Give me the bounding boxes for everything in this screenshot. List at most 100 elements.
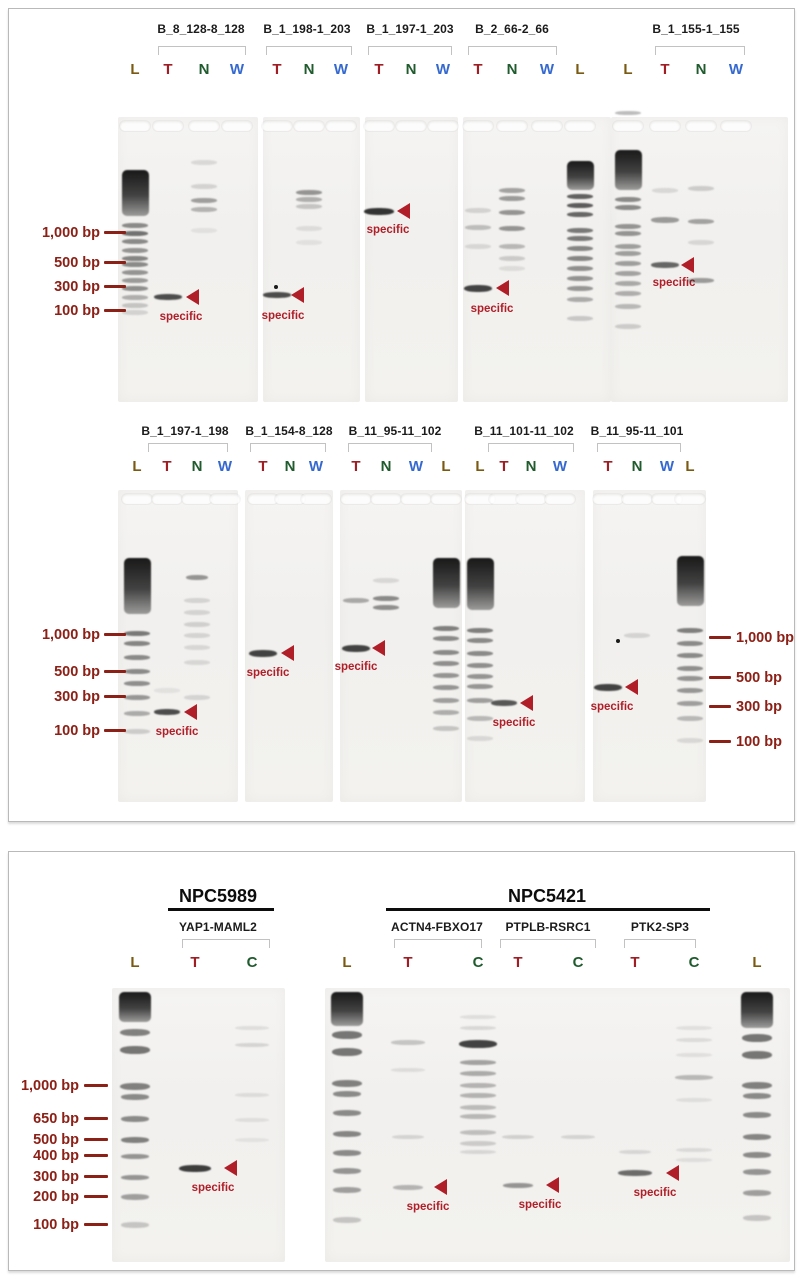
ladder-smear <box>121 170 149 216</box>
lane-label-N: N <box>380 458 392 475</box>
dna-band <box>677 627 703 633</box>
dna-band <box>122 261 148 267</box>
dna-band <box>191 227 217 233</box>
dna-band <box>191 183 217 189</box>
lane-group-bracket <box>500 939 596 948</box>
bp-marker-tick <box>104 285 126 288</box>
gel-well <box>565 121 595 131</box>
dna-band <box>467 627 493 633</box>
dna-band <box>122 222 148 228</box>
lane-label-C: C <box>572 954 584 971</box>
ladder-smear <box>741 992 773 1028</box>
dna-band <box>567 255 593 261</box>
lane-label-N: N <box>198 61 210 78</box>
lane-label-T: T <box>190 954 200 971</box>
dna-band <box>615 323 641 329</box>
lane-label-T: T <box>163 61 173 78</box>
bp-marker-tick <box>84 1175 108 1178</box>
primer-pair-label: B_2_66-2_66 <box>475 22 549 36</box>
sample-title-underline <box>386 908 710 911</box>
gel-well <box>613 121 643 131</box>
specific-arrowhead-icon <box>520 695 533 711</box>
dna-band <box>154 294 182 300</box>
specific-label: specific <box>159 311 203 323</box>
dna-band <box>433 635 459 641</box>
dna-band <box>296 225 322 231</box>
dna-band <box>296 189 322 195</box>
gel-image <box>465 490 585 802</box>
gel-well <box>396 121 426 131</box>
dna-band <box>615 230 641 236</box>
gel-well <box>364 121 394 131</box>
bp-marker-tick <box>84 1223 108 1226</box>
dna-band <box>615 111 641 115</box>
lane-label-T: T <box>403 954 413 971</box>
dna-band <box>433 709 459 715</box>
dna-band <box>567 202 593 208</box>
dna-band <box>567 245 593 251</box>
lane-label-T: T <box>473 61 483 78</box>
dna-band <box>615 223 641 229</box>
dna-band <box>120 1046 150 1054</box>
lane-label-T: T <box>660 61 670 78</box>
dna-band <box>460 1140 496 1146</box>
lane-label-W: W <box>333 61 349 78</box>
lane-label-T: T <box>351 458 361 475</box>
specific-label: specific <box>261 310 305 322</box>
dna-band <box>184 632 210 638</box>
gel-well <box>301 494 331 504</box>
dna-band <box>677 700 703 706</box>
dna-band <box>676 1038 712 1042</box>
sample-title: NPC5989 <box>178 886 258 906</box>
dna-band <box>499 265 525 271</box>
dna-band <box>652 187 678 193</box>
dna-band <box>499 255 525 261</box>
bp-marker-tick <box>84 1138 108 1141</box>
dna-band <box>391 1039 425 1045</box>
sample-title: NPC5421 <box>507 886 587 906</box>
dna-band <box>249 649 277 657</box>
dna-band <box>121 1222 149 1228</box>
dna-band <box>343 597 369 603</box>
dna-band <box>619 1150 651 1154</box>
bp-marker-tick <box>104 729 126 732</box>
bp-marker-label: 650 bp <box>33 1111 79 1127</box>
dna-band <box>332 1079 362 1087</box>
dna-band <box>567 211 593 217</box>
dna-band <box>184 609 210 615</box>
lane-label-L: L <box>685 458 695 475</box>
primer-pair-label: B_11_95-11_101 <box>590 424 684 438</box>
specific-label: specific <box>492 717 536 729</box>
bp-marker-label: 1,000 bp <box>41 627 100 643</box>
gel-well <box>463 121 493 131</box>
gel-well <box>248 494 278 504</box>
specific-arrowhead-icon <box>397 203 410 219</box>
lane-label-C: C <box>246 954 258 971</box>
dna-band <box>296 196 322 202</box>
dna-band <box>122 255 148 261</box>
dna-band <box>615 250 641 256</box>
bp-marker-label: 1,000 bp <box>41 225 100 241</box>
gel-well <box>489 494 519 504</box>
dna-band <box>124 630 150 636</box>
ladder-smear <box>614 150 642 190</box>
lane-label-T: T <box>499 458 509 475</box>
lane-label-N: N <box>405 61 417 78</box>
dna-band <box>688 239 714 245</box>
dna-band <box>742 1081 772 1089</box>
dna-band <box>618 1170 652 1176</box>
gel-well <box>275 494 305 504</box>
primer-pair-label: B_1_155-1_155 <box>652 22 740 36</box>
specific-arrowhead-icon <box>184 704 197 720</box>
gel-well <box>593 494 623 504</box>
bp-marker-label: 300 bp <box>54 279 100 295</box>
specific-label: specific <box>406 1201 450 1213</box>
dna-band <box>120 1028 150 1036</box>
dna-band <box>373 604 399 610</box>
dna-band <box>154 687 180 693</box>
dna-band <box>677 675 703 681</box>
primer-pair-label: B_1_198-1_203 <box>263 22 351 36</box>
dna-band <box>333 1168 361 1174</box>
lane-group-bracket <box>394 939 482 948</box>
gel-well <box>532 121 562 131</box>
